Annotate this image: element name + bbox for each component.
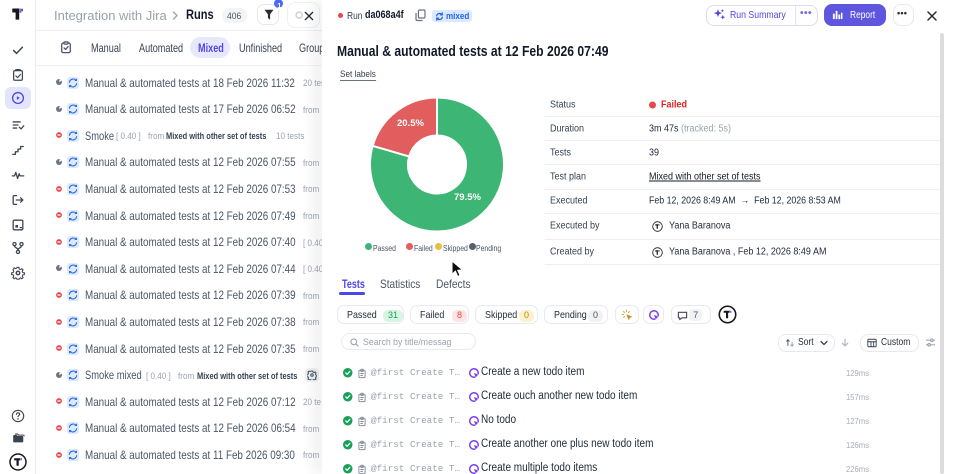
svg-text:79.5%: 79.5% xyxy=(454,192,481,203)
svg-text:20.5%: 20.5% xyxy=(397,118,424,129)
